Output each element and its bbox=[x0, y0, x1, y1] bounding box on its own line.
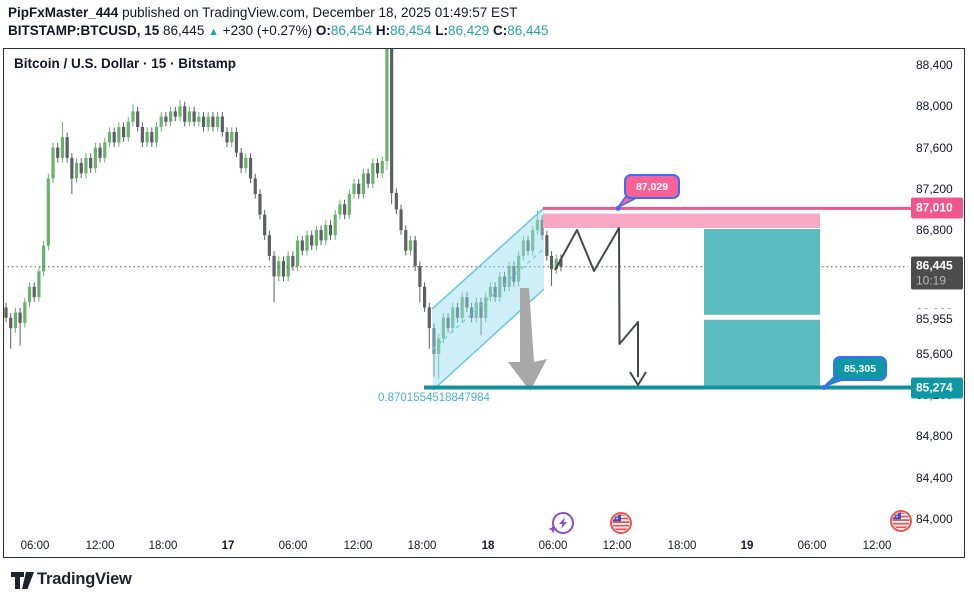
time-axis-label: 18:00 bbox=[148, 540, 178, 552]
low-label: L: bbox=[435, 23, 448, 38]
symbol-name[interactable]: BITSTAMP:BTCUSD, 15 bbox=[8, 23, 160, 38]
resistance-price-badge: 87,010 bbox=[911, 197, 963, 219]
us-economic-event-icon-right[interactable] bbox=[890, 510, 912, 532]
byline-text: published on TradingView.com, December 1… bbox=[118, 5, 518, 20]
time-axis-label: 12:00 bbox=[343, 540, 373, 552]
author-name: PipFxMaster_444 bbox=[8, 5, 119, 20]
publish-byline: PipFxMaster_444 published on TradingView… bbox=[8, 5, 517, 20]
close-value: 86,445 bbox=[507, 23, 549, 38]
price-axis-label: 88,400 bbox=[916, 58, 953, 72]
price-change: +230 (+0.27%) bbox=[222, 23, 313, 38]
time-axis-label: 18:00 bbox=[407, 540, 437, 552]
callout-high-text: 87,029 bbox=[635, 180, 669, 193]
bar-countdown: 10:19 bbox=[916, 273, 947, 288]
price-axis-label: 87,600 bbox=[916, 140, 953, 155]
candlestick-series bbox=[4, 49, 563, 379]
flash-event-icon[interactable] bbox=[548, 512, 574, 534]
high-label: H: bbox=[375, 23, 391, 38]
time-axis-label: 06:00 bbox=[278, 540, 308, 552]
time-axis-label: 18:00 bbox=[667, 540, 697, 552]
time-axis-label: 12:00 bbox=[862, 540, 892, 552]
price-callout-high[interactable]: 87,029 bbox=[624, 174, 680, 199]
price-axis-label: 87,200 bbox=[916, 181, 953, 196]
callout-low-text: 85,305 bbox=[843, 362, 877, 375]
resistance-zone bbox=[543, 213, 820, 229]
time-axis-label: 12:00 bbox=[602, 540, 632, 552]
down-arrow-drawing bbox=[508, 288, 547, 391]
time-axis-label: 06:00 bbox=[797, 540, 827, 552]
current-price-badge: 86,445 10:19 bbox=[911, 256, 963, 290]
target-box-lower bbox=[704, 319, 820, 387]
time-axis-label: 17 bbox=[221, 540, 235, 552]
price-axis-label: 84,400 bbox=[916, 470, 953, 485]
support-price-badge: 85,274 bbox=[911, 377, 963, 399]
time-axis-label: 19 bbox=[740, 540, 754, 552]
time-axis-label: 12:00 bbox=[85, 540, 115, 552]
close-label: C: bbox=[493, 23, 508, 38]
time-axis-label: 18 bbox=[481, 540, 495, 552]
low-value: 86,429 bbox=[447, 23, 490, 38]
tradingview-logo-icon[interactable] bbox=[10, 569, 240, 593]
symbol-summary: BITSTAMP:BTCUSD, 15 86,445 ▲ +230 (+0.27… bbox=[8, 23, 549, 38]
price-axis-label: 85,600 bbox=[916, 346, 953, 361]
zigzag-projection bbox=[554, 227, 639, 377]
open-value: 86,454 bbox=[330, 23, 373, 38]
target-box-upper bbox=[704, 229, 820, 315]
tradingview-wordmark[interactable]: TradingView bbox=[37, 570, 132, 588]
price-callout-low[interactable]: 85,305 bbox=[833, 356, 887, 381]
price-axis-label: 84,800 bbox=[916, 429, 953, 444]
price-axis-label: 88,000 bbox=[916, 99, 953, 114]
time-axis-label: 06:00 bbox=[20, 540, 50, 552]
open-label: O: bbox=[315, 23, 331, 38]
current-price-value: 86,445 bbox=[916, 258, 953, 273]
box-divider-price-label: 85,955 bbox=[911, 309, 963, 330]
time-axis-label: 06:00 bbox=[538, 540, 568, 552]
chart-legend-title[interactable]: Bitcoin / U.S. Dollar · 15 · Bitstamp bbox=[14, 56, 237, 71]
fib-level-text: 0.8701554518847984 bbox=[378, 392, 490, 404]
us-economic-event-icon[interactable] bbox=[610, 512, 632, 534]
high-value: 86,454 bbox=[390, 23, 432, 38]
up-arrow-icon: ▲ bbox=[208, 26, 219, 38]
price-axis-label: 86,800 bbox=[916, 223, 953, 238]
price-axis-label: 84,000 bbox=[916, 511, 953, 526]
last-price: 86,445 bbox=[163, 23, 205, 38]
